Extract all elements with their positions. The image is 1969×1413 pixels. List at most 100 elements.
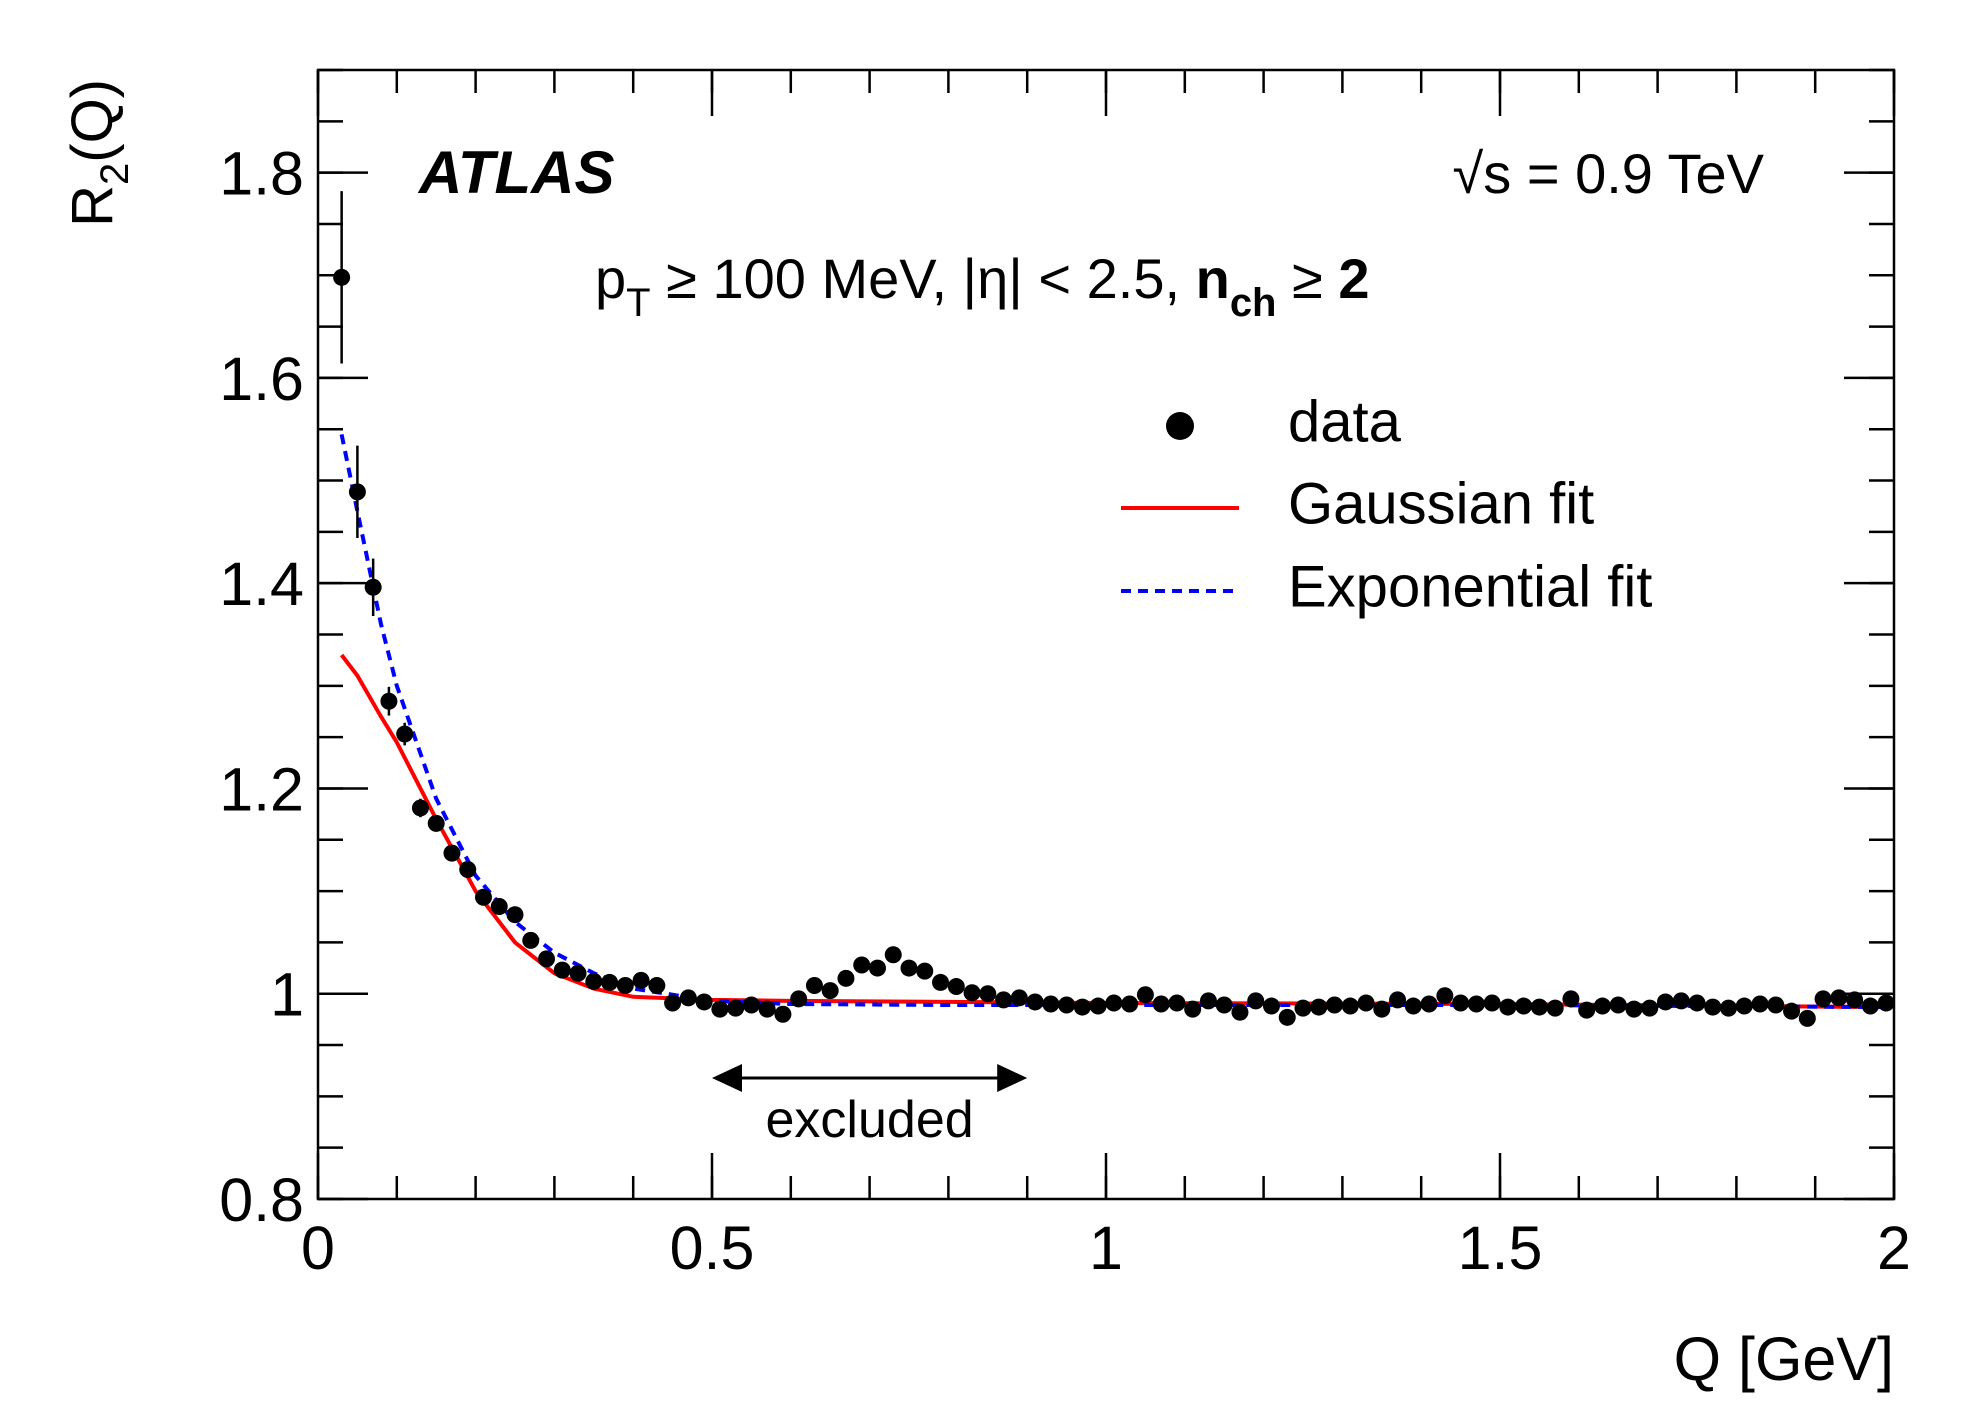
- data-point: [1688, 994, 1706, 1012]
- cuts-part: n: [1196, 247, 1230, 310]
- data-point: [1278, 1008, 1296, 1026]
- cuts-part: T: [626, 281, 650, 325]
- data-point: [443, 844, 461, 862]
- data-point: [1310, 998, 1328, 1016]
- data-point: [1767, 996, 1785, 1014]
- data-point: [1798, 1009, 1816, 1027]
- data-point: [1483, 994, 1501, 1012]
- x-tick-label: 0: [301, 1214, 335, 1282]
- data-point: [1814, 990, 1832, 1008]
- data-point: [1515, 997, 1533, 1015]
- y-label-part: R: [60, 185, 125, 227]
- data-point: [1010, 989, 1028, 1007]
- data-point: [538, 950, 556, 968]
- data-point: [1373, 1000, 1391, 1018]
- cuts-part: ≥: [1277, 247, 1339, 310]
- data-point: [1656, 993, 1674, 1011]
- data-point: [837, 969, 855, 987]
- data-point: [459, 861, 477, 879]
- data-point: [1861, 997, 1879, 1015]
- data-point: [1593, 997, 1611, 1015]
- data-point: [1562, 990, 1580, 1008]
- x-axis-label: Q [GeV]: [1674, 1325, 1894, 1393]
- data-point: [380, 692, 398, 710]
- data-point: [1121, 995, 1139, 1013]
- data-point: [868, 959, 886, 977]
- data-point: [853, 956, 871, 974]
- data-point: [774, 1005, 792, 1023]
- fit-line: [339, 433, 1887, 1010]
- data-point: [1546, 999, 1564, 1017]
- data-point: [348, 483, 366, 501]
- data-point: [664, 994, 682, 1012]
- data-point: [1672, 992, 1690, 1010]
- data-point: [1751, 995, 1769, 1013]
- data-point: [821, 982, 839, 1000]
- data-point: [1389, 991, 1407, 1009]
- plot-area: [333, 191, 1894, 1027]
- y-tick-label: 0.8: [219, 1166, 304, 1234]
- data-point: [1609, 996, 1627, 1014]
- data-point: [1231, 1003, 1249, 1021]
- data-point: [1215, 996, 1233, 1014]
- data-point: [1436, 987, 1454, 1005]
- y-label-part: 2: [93, 163, 137, 185]
- data-point: [711, 1000, 729, 1018]
- data-point: [1704, 998, 1722, 1016]
- data-point: [506, 906, 524, 924]
- data-point: [1830, 989, 1848, 1007]
- data-point: [648, 977, 666, 995]
- data-point: [1058, 996, 1076, 1014]
- data-point: [601, 973, 619, 991]
- legend-swatch: [1166, 412, 1194, 440]
- cuts-part: p: [595, 247, 626, 310]
- data-point: [1846, 991, 1864, 1009]
- x-tick-label: 1: [1089, 1214, 1123, 1282]
- legend-label: Exponential fit: [1288, 554, 1652, 619]
- data-point: [1326, 996, 1344, 1014]
- data-point: [979, 985, 997, 1003]
- data-point: [396, 725, 414, 743]
- legend-label: Gaussian fit: [1288, 471, 1594, 536]
- data-point: [805, 977, 823, 995]
- data-point: [1404, 997, 1422, 1015]
- data-point: [884, 946, 902, 964]
- energy-label: √s = 0.9 TeV: [1453, 142, 1765, 205]
- data-point: [333, 268, 351, 286]
- data-point: [632, 971, 650, 989]
- data-point: [695, 993, 713, 1011]
- cuts-part: ≥ 100 MeV, |η| < 2.5,: [651, 247, 1196, 310]
- y-label-part: (Q): [60, 79, 125, 163]
- data-point: [1136, 986, 1154, 1004]
- data-point: [1262, 997, 1280, 1015]
- data-point: [553, 961, 571, 979]
- data-point: [474, 888, 492, 906]
- data-point: [758, 1000, 776, 1018]
- data-point: [1625, 1000, 1643, 1018]
- data-point: [1105, 994, 1123, 1012]
- cuts-part: 2: [1338, 247, 1369, 310]
- data-point: [995, 991, 1013, 1009]
- data-point: [1783, 1002, 1801, 1020]
- data-point: [490, 897, 508, 915]
- data-point: [1152, 995, 1170, 1013]
- data-point: [1089, 997, 1107, 1015]
- data-point: [1026, 993, 1044, 1011]
- y-tick-label: 1.8: [219, 140, 304, 208]
- data-point: [1199, 992, 1217, 1010]
- data-point: [569, 964, 587, 982]
- data-point: [1420, 995, 1438, 1013]
- data-point: [1720, 999, 1738, 1017]
- data-point: [616, 977, 634, 995]
- arrow-head: [712, 1064, 742, 1092]
- data-point: [427, 814, 445, 832]
- data-point: [679, 989, 697, 1007]
- excluded-label: excluded: [766, 1091, 974, 1149]
- data-point: [900, 959, 918, 977]
- y-tick-label: 1.2: [219, 755, 304, 823]
- data-point: [1578, 1001, 1596, 1019]
- x-tick-label: 0.5: [670, 1214, 755, 1282]
- cuts-part: ch: [1230, 281, 1277, 325]
